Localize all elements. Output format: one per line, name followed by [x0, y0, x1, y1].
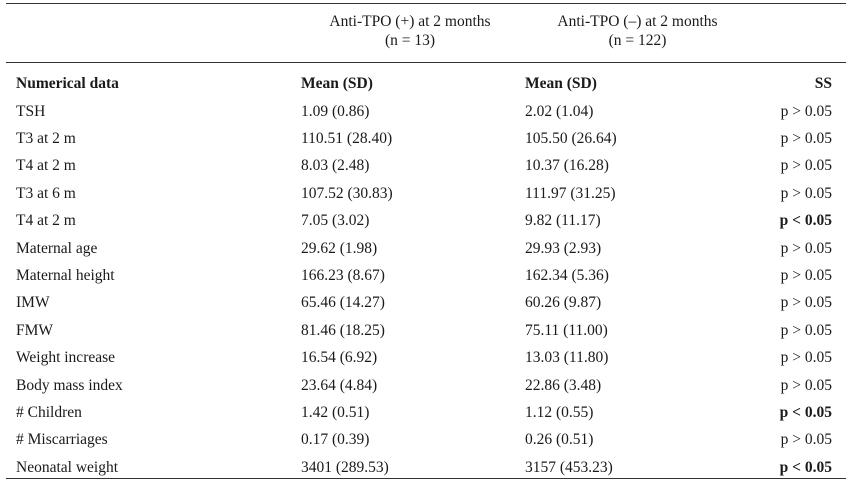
table-row: T4 at 2 m 7.05 (3.02) 9.82 (11.17) p < 0.05: [16, 208, 832, 235]
group-count: (n = 13): [384, 32, 436, 49]
anti-tpo-negative-cell: 22.86 (3.48): [525, 376, 602, 394]
table-row: # Children 1.42 (0.51) 1.12 (0.55) p < 0.05: [16, 399, 832, 426]
significance-cell: p < 0.05: [779, 458, 832, 476]
table-row: Weight increase 16.54 (6.92) 13.03 (11.80)…: [16, 345, 832, 372]
row-label-cell: Maternal height: [16, 267, 115, 285]
row-label-cell: # Children: [16, 403, 82, 421]
table-row: Body mass index 23.64 (4.84) 22.86 (3.48) p…: [16, 372, 832, 399]
group-header-anti-tpo-negative: Anti-TPO (–) at 2 months (n = 122): [525, 12, 750, 50]
table-row: T3 at 6 m 107.52 (30.83) 111.97 (31.25) p >…: [16, 180, 832, 207]
significance-cell: p > 0.05: [780, 321, 832, 339]
anti-tpo-positive-cell: 0.17 (0.39): [301, 431, 370, 449]
row-label-cell: Body mass index: [16, 376, 123, 394]
column-header-row: Numerical data Mean (SD) Mean (SD) SS: [16, 70, 832, 98]
row-label-cell: T3 at 2 m: [16, 130, 76, 148]
row-label-cell: # Miscarriages: [16, 431, 108, 449]
significance-cell: p < 0.05: [779, 403, 832, 421]
anti-tpo-positive-cell: 107.52 (30.83): [301, 184, 393, 202]
significance-cell: p > 0.05: [780, 376, 832, 394]
significance-cell: p > 0.05: [780, 102, 832, 120]
row-label-cell: Weight increase: [16, 349, 116, 367]
anti-tpo-negative-cell: 0.26 (0.51): [525, 431, 594, 449]
column-header-numerical-data: Numerical data: [16, 75, 119, 92]
anti-tpo-negative-cell: 105.50 (26.64): [525, 130, 617, 148]
anti-tpo-negative-cell: 3157 (453.23): [525, 458, 613, 476]
significance-cell: p > 0.05: [780, 157, 832, 175]
row-label-cell: T4 at 2 m: [16, 157, 76, 175]
row-label-cell: TSH: [16, 102, 46, 120]
header-divider-rule: [6, 62, 846, 63]
table-row: FMW 81.46 (18.25) 75.11 (11.00) p > 0.05: [16, 317, 832, 344]
table-row: # Miscarriages 0.17 (0.39) 0.26 (0.51) p > …: [16, 427, 832, 454]
row-label-cell: IMW: [16, 294, 50, 312]
anti-tpo-positive-cell: 16.54 (6.92): [301, 349, 378, 367]
results-table: Numerical data Mean (SD) Mean (SD) SS TS…: [16, 70, 832, 481]
significance-cell: p > 0.05: [780, 267, 832, 285]
significance-cell: p > 0.05: [780, 294, 832, 312]
anti-tpo-negative-cell: 162.34 (5.36): [525, 267, 609, 285]
row-label-cell: Maternal age: [16, 239, 98, 257]
row-label-cell: T4 at 2 m: [16, 212, 76, 230]
anti-tpo-negative-cell: 2.02 (1.04): [525, 102, 594, 120]
row-label-cell: T3 at 6 m: [16, 184, 76, 202]
table-row: T3 at 2 m 110.51 (28.40) 105.50 (26.64) p >…: [16, 125, 832, 152]
group-count: (n = 122): [608, 32, 667, 49]
group-label: Anti-TPO (–) at 2 months: [557, 13, 718, 30]
column-header-ss: SS: [814, 75, 832, 92]
anti-tpo-positive-cell: 110.51 (28.40): [301, 130, 393, 148]
table-top-rule: [6, 3, 846, 4]
table-row: IMW 65.46 (14.27) 60.26 (9.87) p > 0.05: [16, 290, 832, 317]
anti-tpo-negative-cell: 60.26 (9.87): [525, 294, 602, 312]
anti-tpo-positive-cell: 65.46 (14.27): [301, 294, 385, 312]
anti-tpo-positive-cell: 3401 (289.53): [301, 458, 389, 476]
table-row: T4 at 2 m 8.03 (2.48) 10.37 (16.28) p > 0.0…: [16, 153, 832, 180]
anti-tpo-negative-cell: 9.82 (11.17): [525, 212, 601, 230]
anti-tpo-positive-cell: 23.64 (4.84): [301, 376, 378, 394]
table-row: TSH 1.09 (0.86) 2.02 (1.04) p > 0.05: [16, 98, 832, 125]
anti-tpo-positive-cell: 7.05 (3.02): [301, 212, 370, 230]
anti-tpo-positive-cell: 166.23 (8.67): [301, 267, 385, 285]
group-label: Anti-TPO (+) at 2 months: [329, 13, 491, 30]
anti-tpo-negative-cell: 13.03 (11.80): [525, 349, 609, 367]
table-body: TSH 1.09 (0.86) 2.02 (1.04) p > 0.05 T3 at 2…: [16, 98, 832, 481]
row-label-cell: Neonatal weight: [16, 458, 119, 476]
table-row: Maternal age 29.62 (1.98) 29.93 (2.93) p > …: [16, 235, 832, 262]
column-header-mean-sd-positive: Mean (SD): [301, 75, 373, 92]
significance-cell: p > 0.05: [780, 239, 832, 257]
anti-tpo-negative-cell: 75.11 (11.00): [525, 321, 608, 339]
significance-cell: p > 0.05: [780, 431, 832, 449]
anti-tpo-positive-cell: 1.09 (0.86): [301, 102, 370, 120]
table-row: Neonatal weight 3401 (289.53) 3157 (453.23…: [16, 454, 832, 481]
anti-tpo-positive-cell: 29.62 (1.98): [301, 239, 378, 257]
significance-cell: p > 0.05: [780, 349, 832, 367]
table-bottom-rule: [6, 478, 846, 479]
row-label-cell: FMW: [16, 321, 54, 339]
group-header-anti-tpo-positive: Anti-TPO (+) at 2 months (n = 13): [300, 12, 520, 50]
column-header-mean-sd-negative: Mean (SD): [525, 75, 597, 92]
anti-tpo-negative-cell: 29.93 (2.93): [525, 239, 602, 257]
anti-tpo-negative-cell: 10.37 (16.28): [525, 157, 609, 175]
table-row: Maternal height 166.23 (8.67) 162.34 (5.36…: [16, 262, 832, 289]
significance-cell: p > 0.05: [780, 130, 832, 148]
anti-tpo-negative-cell: 111.97 (31.25): [525, 184, 616, 202]
anti-tpo-positive-cell: 1.42 (0.51): [301, 403, 370, 421]
anti-tpo-positive-cell: 8.03 (2.48): [301, 157, 370, 175]
significance-cell: p < 0.05: [779, 212, 832, 230]
anti-tpo-positive-cell: 81.46 (18.25): [301, 321, 385, 339]
significance-cell: p > 0.05: [780, 184, 832, 202]
anti-tpo-negative-cell: 1.12 (0.55): [525, 403, 594, 421]
